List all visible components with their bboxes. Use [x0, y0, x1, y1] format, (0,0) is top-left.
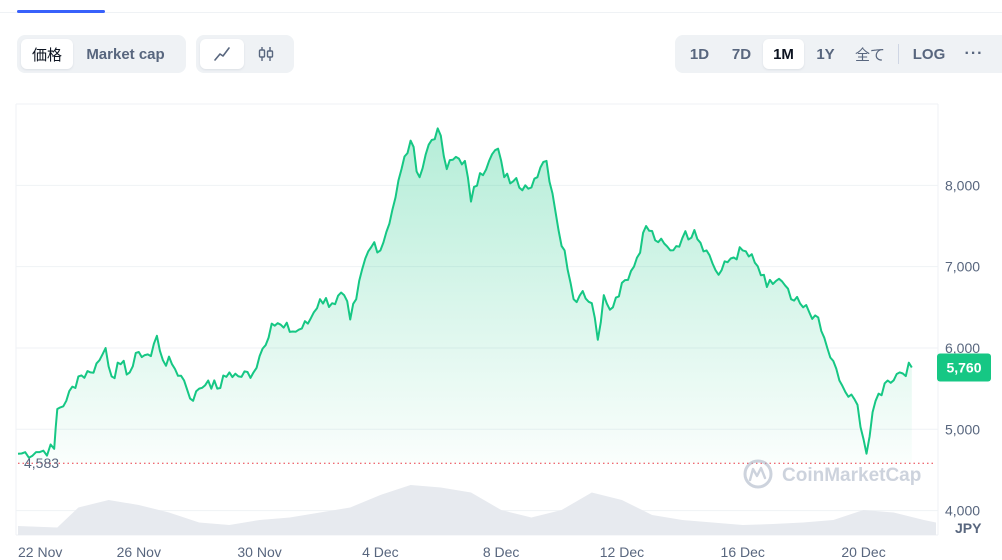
range-1d-button[interactable]: 1D — [689, 45, 710, 63]
top-divider — [0, 12, 1002, 13]
active-tab-indicator — [17, 10, 105, 13]
start-price-label: 4,583 — [24, 455, 59, 471]
range-1y-button[interactable]: 1Y — [816, 45, 835, 63]
x-axis-labels: 22 Nov 26 Nov 30 Nov 4 Dec 8 Dec 12 Dec 16 Dec… — [18, 544, 886, 560]
x-tick-label: 12 Dec — [600, 544, 644, 560]
price-series-line — [17, 127, 913, 459]
price-tab[interactable]: 価格 — [21, 39, 73, 69]
y-axis-labels: 4,000 5,000 6,000 7,000 8,000 — [945, 177, 980, 518]
price-area-fill — [18, 128, 912, 464]
volume-area — [18, 485, 936, 535]
log-scale-button[interactable]: LOG — [912, 45, 946, 63]
market-cap-tab[interactable]: Market cap — [86, 45, 165, 63]
more-options-button[interactable]: ··· — [964, 45, 984, 62]
range-divider — [898, 44, 899, 64]
x-tick-label: 4 Dec — [362, 544, 399, 560]
time-range-selector: 1D 7D 1M 1Y 全て LOG ··· — [675, 35, 1002, 73]
x-tick-label: 26 Nov — [117, 544, 161, 560]
range-7d-button[interactable]: 7D — [731, 45, 752, 63]
y-tick-label: 5,000 — [945, 421, 980, 437]
y-tick-label: 8,000 — [945, 177, 980, 193]
line-chart-icon — [214, 47, 230, 61]
line-chart-button[interactable] — [200, 39, 244, 69]
range-1m-button[interactable]: 1M — [763, 39, 804, 69]
watermark-text: CoinMarketCap — [782, 465, 921, 486]
y-tick-label: 4,000 — [945, 503, 980, 519]
chart-mode-toggle — [196, 35, 294, 73]
current-price-badge: 5,760 — [937, 353, 991, 382]
x-tick-label: 22 Nov — [18, 544, 62, 560]
candlestick-button[interactable] — [244, 39, 288, 69]
y-tick-label: 6,000 — [945, 340, 980, 356]
candlestick-icon — [258, 47, 274, 61]
x-tick-label: 16 Dec — [721, 544, 765, 560]
coinmarketcap-logo-icon — [743, 459, 773, 489]
watermark: CoinMarketCap — [743, 459, 921, 489]
chart-type-toggle: 価格 Market cap — [17, 35, 186, 73]
x-tick-label: 8 Dec — [483, 544, 520, 560]
currency-unit-label: JPY — [955, 520, 982, 536]
x-tick-label: 30 Nov — [237, 544, 281, 560]
current-price-label: 5,760 — [946, 359, 981, 375]
range-all-button[interactable]: 全て — [854, 46, 885, 64]
x-tick-label: 20 Dec — [841, 544, 885, 560]
y-tick-label: 7,000 — [945, 259, 980, 275]
